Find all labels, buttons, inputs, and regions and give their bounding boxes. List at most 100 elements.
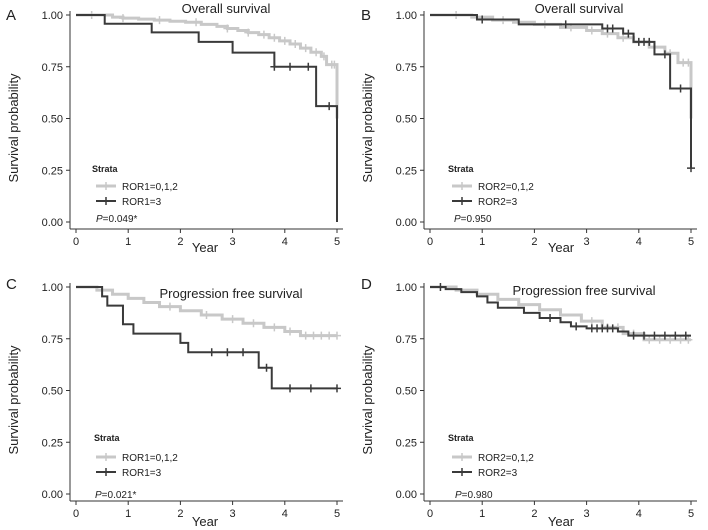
x-tick-label: 4 [636, 236, 642, 248]
censor-mark [608, 24, 617, 33]
censor-mark [319, 52, 328, 61]
panel-label: B [361, 7, 371, 24]
censor-mark [325, 331, 334, 340]
censor-mark [655, 335, 664, 344]
y-tick-label: 0.25 [396, 165, 417, 177]
censor-mark [684, 335, 693, 344]
legend-label: ROR2=0,1,2 [478, 182, 534, 193]
legend-key-censor [102, 197, 110, 205]
censor-mark [244, 28, 253, 37]
censor-mark [624, 29, 633, 38]
censor-mark [202, 310, 211, 319]
censor-mark [478, 15, 487, 24]
panel-label: D [361, 276, 372, 293]
legend-label: ROR2=3 [478, 197, 518, 208]
p-value-prefix: P [455, 490, 462, 501]
censor-mark [687, 164, 695, 173]
censor-mark [223, 24, 232, 33]
censor-mark [270, 323, 279, 332]
censor-mark [676, 335, 685, 344]
y-axis-label: Survival probability [360, 345, 375, 455]
censor-mark [286, 62, 295, 71]
x-tick-label: 3 [584, 236, 590, 248]
y-tick-label: 0.25 [42, 437, 63, 449]
legend-key-censor [102, 182, 110, 190]
censor-mark [165, 302, 174, 311]
legend-label: ROR2=0,1,2 [478, 453, 534, 464]
legend-key-censor [458, 197, 466, 205]
p-value: P=0.021* [95, 490, 137, 501]
censor-mark [155, 16, 164, 25]
censor-mark [262, 363, 271, 372]
y-tick-label: 0.50 [396, 114, 417, 126]
censor-mark [681, 331, 690, 340]
censor-mark [587, 26, 596, 35]
x-tick-label: 5 [334, 236, 340, 248]
x-tick-label: 1 [125, 508, 131, 520]
x-tick-label: 3 [230, 236, 236, 248]
censor-mark [192, 18, 201, 27]
y-tick-label: 1.00 [396, 282, 417, 294]
series-line-1 [76, 285, 337, 338]
censor-mark [228, 315, 237, 324]
panel-c: 0.00 0.25 0.50 0.75 1.00 0 1 2 3 4 5 Year Survival p… [6, 276, 343, 529]
y-axis-label: Survival probability [6, 345, 21, 455]
y-tick-label: 1.00 [42, 282, 63, 294]
censor-mark [280, 36, 289, 45]
legend-key-censor [458, 468, 466, 476]
censor-mark [333, 331, 341, 340]
censor-mark [325, 102, 334, 111]
censor-mark [223, 348, 232, 357]
y-tick-label: 0.00 [42, 217, 63, 229]
x-axis-label: Year [548, 514, 575, 529]
y-axis-label: Survival probability [360, 73, 375, 183]
legend-key-censor [458, 182, 466, 190]
chart-title: Overall survival [535, 1, 624, 16]
censor-mark [660, 331, 669, 340]
x-tick-label: 2 [531, 508, 537, 520]
legend-title: Strata [92, 164, 119, 174]
y-tick-label: 1.00 [42, 10, 63, 22]
censor-mark [333, 384, 341, 393]
y-tick-label: 0.50 [396, 386, 417, 398]
censor-mark [270, 33, 279, 42]
y-tick-label: 0.00 [396, 217, 417, 229]
censor-mark [330, 60, 339, 69]
legend-key-censor [458, 453, 466, 461]
y-tick-label: 0.75 [396, 62, 417, 74]
censor-mark [561, 20, 570, 29]
p-value-text: =0.950 [461, 214, 492, 225]
panel-label: C [6, 276, 17, 293]
x-tick-label: 3 [584, 508, 590, 520]
x-tick-label: 0 [73, 508, 79, 520]
censor-mark [436, 283, 445, 291]
censor-mark [309, 331, 318, 340]
censor-mark [317, 331, 326, 340]
censor-mark [608, 324, 617, 333]
chart-title: Progression free survival [159, 286, 302, 301]
x-tick-label: 1 [479, 508, 485, 520]
x-tick-label: 2 [177, 508, 183, 520]
y-tick-label: 0.75 [396, 334, 417, 346]
series-line-2 [430, 14, 692, 169]
x-tick-label: 4 [282, 508, 288, 520]
censor-mark [239, 348, 248, 357]
x-tick-label: 5 [688, 236, 694, 248]
legend-label: ROR1=0,1,2 [122, 182, 178, 193]
x-tick-label: 1 [479, 236, 485, 248]
legend-title: Strata [448, 433, 475, 443]
panel-d: 0.00 0.25 0.50 0.75 1.00 0 1 2 3 4 5 Year Survival p… [360, 276, 697, 529]
censor-mark [286, 327, 295, 336]
y-tick-label: 0.75 [42, 62, 63, 74]
y-tick-label: 0.50 [42, 114, 63, 126]
x-axis-label: Year [192, 240, 219, 255]
legend-label: ROR2=3 [478, 468, 518, 479]
censor-mark [645, 37, 654, 46]
y-tick-label: 0.25 [42, 165, 63, 177]
x-axis-label: Year [192, 514, 219, 529]
censor-mark [301, 44, 310, 53]
censor-mark [249, 319, 258, 328]
p-value-prefix: P [95, 490, 102, 501]
censor-mark [286, 384, 295, 393]
p-value-prefix: P [454, 214, 461, 225]
